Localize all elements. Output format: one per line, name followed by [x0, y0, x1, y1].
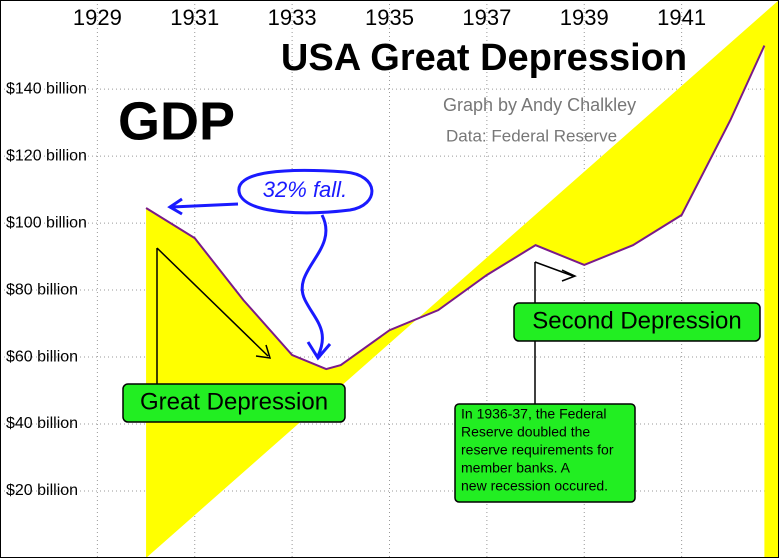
label-second: Second Depression	[532, 307, 741, 334]
blue-arrow	[167, 197, 239, 216]
y-tick-label: $120 billion	[6, 147, 87, 164]
note-box	[454, 403, 636, 503]
label-box	[513, 302, 761, 342]
y-tick-label: $100 billion	[6, 214, 87, 231]
y-tick-label: $60 billion	[6, 348, 78, 365]
x-tick-label: 1935	[365, 5, 414, 30]
x-tick-label: 1933	[268, 5, 317, 30]
line	[145, 45, 766, 371]
y-tick-label: $80 billion	[6, 281, 78, 298]
fall-note: 32% fall.	[263, 177, 347, 202]
y-tick-label: $40 billion	[6, 415, 78, 432]
note-line: new recession occured.	[461, 478, 608, 494]
gdp-label: GDP	[118, 91, 235, 151]
x-tick-label: 1929	[73, 5, 122, 30]
note-line: In 1936-37, the Federal	[461, 406, 607, 422]
x-tick-label: 1931	[170, 5, 219, 30]
chart-title: USA Great Depression	[281, 37, 687, 79]
labels: 1929 1931 1933 1935 1937 1939 1941 $20 billion $…	[6, 5, 706, 499]
label-first: Great Depression	[140, 388, 328, 415]
blue-arrow	[300, 214, 332, 361]
x-tick-label: 1941	[657, 5, 706, 30]
note-line: Reserve doubled the	[461, 424, 590, 440]
x-tick-label: 1939	[560, 5, 609, 30]
note: In 1936-37, the Federal Reserve doubled t…	[461, 406, 614, 494]
y-tick-label: $20 billion	[6, 482, 78, 499]
label-box	[122, 383, 346, 423]
credit: Graph by Andy Chalkley	[443, 95, 636, 115]
speech-bubble	[237, 168, 374, 215]
y-tick-label: $140 billion	[6, 80, 87, 97]
note-line: member banks. A	[461, 460, 571, 476]
x-tick-label: 1937	[462, 5, 511, 30]
note-line: reserve requirements for	[461, 442, 614, 458]
source: Data: Federal Reserve	[446, 126, 617, 145]
arrow	[156, 247, 272, 385]
